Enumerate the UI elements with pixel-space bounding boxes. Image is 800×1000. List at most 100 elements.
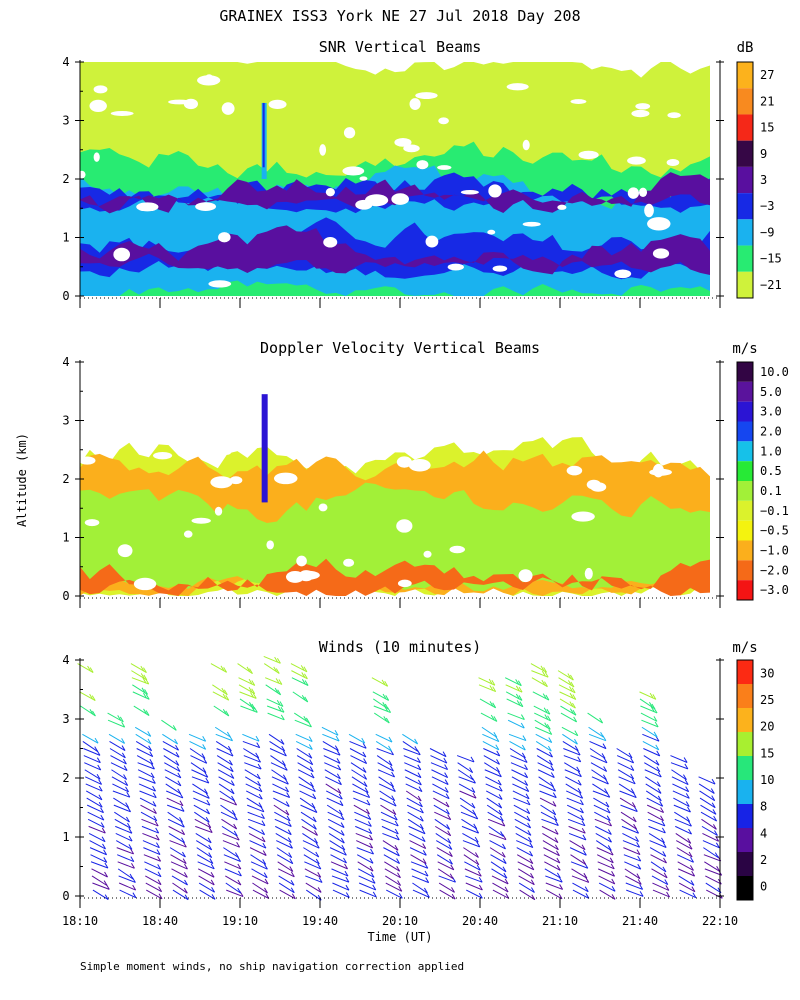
wind-barb-flag — [394, 828, 399, 835]
wind-barb — [331, 868, 349, 877]
wind-barb-flag — [204, 771, 209, 778]
wind-barb-flag — [281, 760, 286, 766]
wind-barb — [625, 875, 642, 885]
colorbar-swatch — [737, 140, 753, 167]
data-gap — [342, 166, 365, 176]
wind-barb-flag — [423, 887, 428, 894]
data-gap — [210, 476, 233, 489]
wind-barb-flag — [201, 753, 206, 759]
wind-barb-flag — [304, 696, 309, 703]
footnote: Simple moment winds, no ship navigation … — [80, 960, 464, 973]
wind-barb — [678, 882, 696, 893]
wind-barb-flag — [222, 693, 227, 700]
wind-barb-flag — [636, 849, 641, 855]
wind-barb-flag — [258, 786, 263, 792]
doppler-panel: Doppler Velocity Vertical Beams 0 1 2 3 4 m/… — [15, 339, 789, 608]
wind-barb — [648, 825, 666, 834]
wind-barb — [701, 825, 718, 836]
wind-barb-flag — [104, 894, 109, 900]
wind-barb-flag — [103, 880, 108, 886]
wind-barb-flag — [417, 772, 422, 778]
wind-barb — [704, 868, 722, 876]
wind-barb — [464, 868, 482, 877]
wind-barb-flag — [397, 872, 401, 879]
wind-barb — [247, 811, 265, 820]
wind-barb — [591, 769, 607, 781]
wind-barb — [117, 868, 134, 880]
wind-barb-flag — [335, 735, 340, 742]
wind-barb-flag — [148, 745, 153, 751]
wind-barb-flag — [569, 701, 574, 707]
wind-barb-flag — [581, 827, 586, 834]
wind-barb-flag — [317, 863, 322, 870]
data-gap — [571, 511, 595, 522]
colorbar-swatch — [737, 500, 753, 521]
wind-barb-flag — [345, 884, 350, 891]
wind-barb-flag — [501, 820, 506, 827]
wind-barb — [645, 790, 662, 802]
wind-barb — [491, 875, 509, 885]
wind-barb-flag — [345, 876, 350, 883]
snr-heatmap — [78, 62, 710, 296]
doppler-colorbar: 10.0 5.0 3.0 2.0 1.0 0.5 0.1 −0.1 −0.5 −1.0 −2.0 −3… — [736, 361, 789, 601]
wind-barb — [647, 811, 664, 822]
wind-barb-flag — [425, 877, 430, 883]
data-gap — [89, 99, 107, 113]
wind-barb-flag — [711, 795, 716, 801]
wind-barb-flag — [223, 667, 228, 673]
wind-barb-flag — [382, 693, 387, 700]
wind-barb — [386, 889, 403, 899]
y-tick-label: 2 — [62, 771, 69, 785]
wind-barb-flag — [143, 674, 148, 681]
wind-barb-flag — [153, 815, 158, 822]
wind-barb-flag — [688, 851, 693, 858]
wind-barb-flag — [684, 763, 689, 770]
wind-barb-flag — [531, 887, 535, 893]
wind-barb — [116, 847, 134, 855]
wind-barb — [300, 811, 317, 823]
wind-barb-flag — [369, 842, 374, 849]
wind-barb — [164, 762, 181, 772]
wind-barb — [352, 790, 370, 799]
wind-barbs — [77, 655, 723, 901]
snr-panel-title: SNR Vertical Beams — [319, 38, 482, 56]
wind-barb-flag — [288, 852, 293, 858]
wind-barb — [565, 776, 582, 786]
wind-barb — [305, 889, 322, 901]
y-tick-label: 3 — [62, 114, 69, 128]
wind-barb-flag — [128, 844, 133, 850]
wind-barb — [114, 811, 130, 823]
wind-barb-flag — [125, 802, 130, 808]
wind-barb-flag — [205, 817, 210, 823]
wind-barb-flag — [311, 786, 316, 792]
data-gap — [221, 102, 235, 115]
wind-barb — [193, 797, 211, 806]
wind-barb — [484, 769, 502, 778]
wind-barb-flag — [103, 857, 108, 863]
wind-barb-flag — [153, 808, 157, 814]
wind-barb — [195, 833, 212, 844]
wind-barb-flag — [257, 780, 262, 787]
wind-barb — [218, 783, 235, 795]
wind-barb-flag — [206, 799, 211, 806]
wind-barb-flag — [474, 836, 479, 843]
y-tick-label: 3 — [62, 712, 69, 726]
x-tick-label: 18:40 — [142, 914, 178, 928]
wind-barb — [486, 797, 502, 809]
wind-barb — [559, 691, 577, 700]
wind-barb — [213, 705, 230, 717]
wind-barb — [248, 825, 265, 836]
wind-barb — [91, 868, 108, 878]
wind-barb-flag — [231, 795, 235, 802]
snr-axes: 0 1 2 3 4 — [62, 55, 724, 308]
wind-barb-flag — [637, 863, 642, 870]
wind-barb — [430, 762, 448, 770]
wind-barb-flag — [554, 844, 559, 850]
wind-barb-flag — [520, 714, 525, 720]
wind-barb-flag — [175, 751, 180, 758]
wind-barb-flag — [340, 814, 345, 820]
wind-barb-flag — [582, 834, 587, 841]
data-gap — [100, 395, 108, 405]
wind-barb-flag — [650, 706, 655, 713]
wind-barb — [249, 847, 267, 856]
